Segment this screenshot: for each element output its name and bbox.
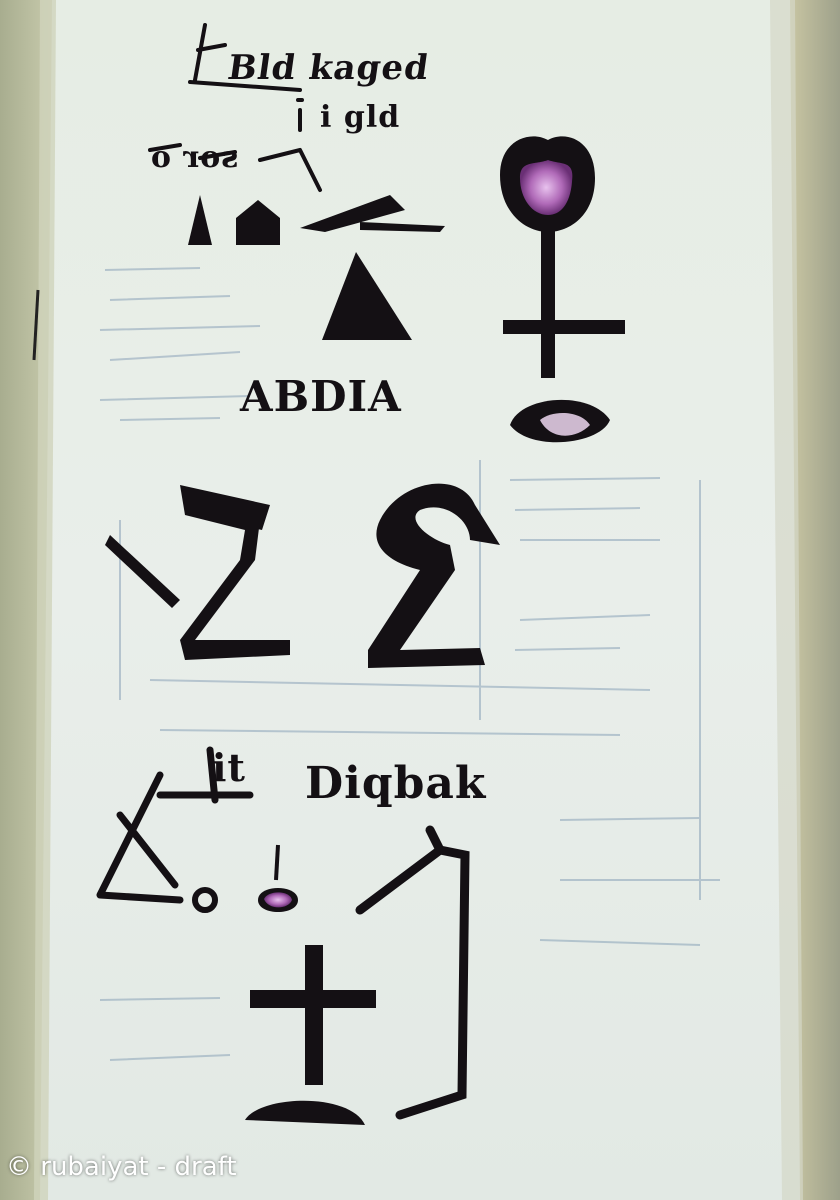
wall-crack [32,289,40,361]
watermark: © rubaiyat - draft [6,1152,237,1182]
triangle-symbol [322,252,412,340]
paper-edge-shadow [34,0,56,1200]
small-ring [192,887,218,913]
scribble-line-2: i gld [320,100,401,135]
faint-scribbles [99,267,720,1061]
lower-left-symbols [96,746,254,904]
top-scribble-strokes [148,23,322,192]
small-house-shapes [188,195,445,245]
scribble-title: Bld kaged [225,48,432,88]
mirror-word: ABDIA [240,372,402,421]
large-glyph-right [368,483,500,668]
gem-symbol [258,844,298,912]
scribble-line-3: sor o [150,140,239,175]
small-word: it [212,745,246,790]
lower-cross-symbol [245,945,376,1125]
venus-cross-symbol [500,136,625,443]
lower-angular-shape [355,825,470,1120]
large-glyph-left [105,485,290,660]
paper-right-shade [770,0,803,1200]
lower-word: Diqbak [305,758,487,809]
